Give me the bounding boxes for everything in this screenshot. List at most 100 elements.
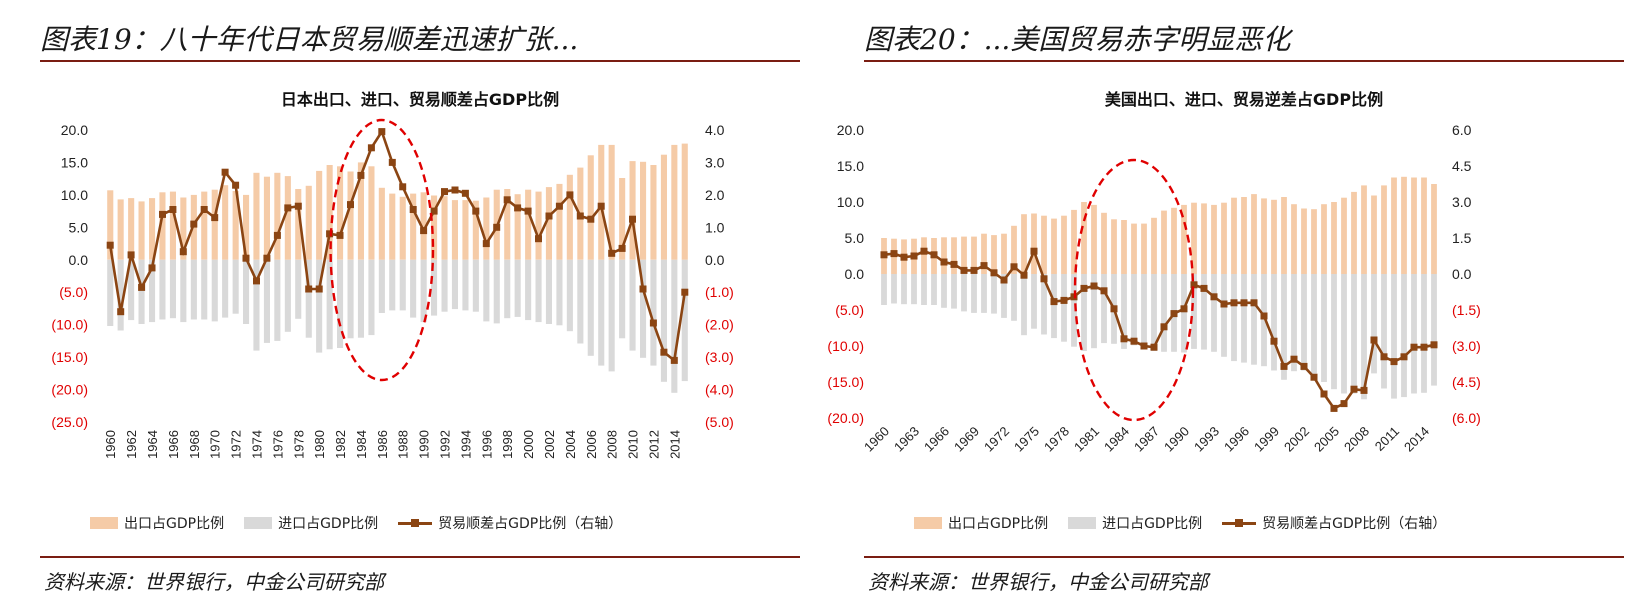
balance-point <box>576 212 584 220</box>
x-axis-tick-label: 2014 <box>1401 424 1432 455</box>
balance-point <box>461 189 469 197</box>
export-bar <box>211 189 218 260</box>
export-bar <box>149 198 156 260</box>
balance-point <box>127 251 135 259</box>
left-axis-tick-label: 0.0 <box>69 252 89 268</box>
export-bar <box>1281 197 1287 274</box>
x-axis-tick-label: 1974 <box>250 430 265 459</box>
import-bar <box>431 259 438 316</box>
import-bar <box>1311 274 1317 374</box>
legend-label-import: 进口占GDP比例 <box>278 516 379 532</box>
import-bar <box>629 259 636 351</box>
x-axis-tick-label: 1966 <box>166 430 181 459</box>
export-bar <box>462 200 469 260</box>
balance-point <box>315 285 323 293</box>
import-bar <box>525 259 532 321</box>
balance-point <box>1180 305 1188 313</box>
import-bar <box>1071 274 1077 347</box>
export-bar <box>107 190 114 260</box>
export-bar <box>1211 204 1217 274</box>
balance-point <box>284 204 292 212</box>
import-bar <box>169 259 176 319</box>
balance-point <box>388 158 396 166</box>
balance-point <box>399 183 407 191</box>
balance-point <box>1390 358 1398 366</box>
balance-point <box>1020 271 1028 279</box>
import-bar <box>577 259 584 344</box>
export-bar <box>138 201 145 260</box>
import-bar <box>1031 274 1037 329</box>
export-bar <box>305 185 312 260</box>
balance-point <box>649 319 657 327</box>
import-bar <box>243 259 250 324</box>
balance-point <box>950 260 958 268</box>
left-axis-tick-label: 5.0 <box>69 219 89 235</box>
x-axis-tick-label: 1978 <box>1041 424 1072 455</box>
balance-point <box>920 247 928 255</box>
title-divider <box>40 60 800 62</box>
balance-point <box>179 248 187 256</box>
left-axis-tick-label: 15.0 <box>837 158 864 174</box>
x-axis-tick-label: 1960 <box>861 424 892 455</box>
left-axis-tick-label: (20.0) <box>827 410 864 426</box>
left-axis-tick-label: (20.0) <box>51 382 88 398</box>
balance-point <box>1060 296 1068 304</box>
source-note: 资料来源：世界银行，中金公司研究部 <box>868 570 1208 594</box>
import-bar <box>420 259 427 323</box>
left-axis-tick-label: 0.0 <box>845 266 865 282</box>
balance-point <box>1110 305 1118 313</box>
x-axis-tick-label: 1976 <box>270 430 285 459</box>
annotation-ellipse <box>329 118 435 382</box>
right-axis-tick-label: (4.0) <box>705 382 734 398</box>
annotation-ellipse <box>1073 158 1195 422</box>
import-bar <box>222 259 229 318</box>
legend-label-import: 进口占GDP比例 <box>1102 516 1203 532</box>
import-bar <box>1381 274 1387 389</box>
right-axis-tick-label: 0.0 <box>705 252 725 268</box>
export-bar <box>1341 197 1347 274</box>
left-axis-tick-label: (5.0) <box>835 302 864 318</box>
import-bar <box>1351 274 1357 394</box>
balance-point <box>211 214 219 222</box>
import-bar <box>587 259 594 356</box>
balance-point <box>1360 386 1368 394</box>
export-bar <box>472 200 479 260</box>
balance-point <box>1340 400 1348 408</box>
import-bar <box>159 259 166 320</box>
import-bar <box>1321 274 1327 382</box>
x-axis-tick-label: 1987 <box>1131 424 1162 455</box>
x-axis-tick-label: 1990 <box>1161 424 1192 455</box>
legend-item-export: 出口占GDP比例 <box>90 513 224 533</box>
x-axis-tick-label: 1986 <box>375 430 390 459</box>
import-bar <box>347 259 354 339</box>
import-bar <box>316 259 323 353</box>
balance-point <box>1120 335 1128 343</box>
export-bar <box>337 166 344 260</box>
chart-title: 日本出口、进口、贸易顺差占GDP比例 <box>280 90 560 109</box>
left-axis-tick-label: (5.0) <box>59 284 88 300</box>
import-bar <box>1401 274 1407 398</box>
export-bar <box>1331 202 1337 274</box>
balance-point <box>1150 343 1158 351</box>
import-bar <box>1431 274 1437 386</box>
import-bar <box>881 274 887 305</box>
balance-point <box>545 212 553 220</box>
export-bar <box>1051 218 1057 274</box>
balance-point <box>1000 276 1008 284</box>
x-axis-tick-label: 1966 <box>921 424 952 455</box>
import-bar <box>971 274 977 313</box>
balance-point <box>1200 284 1208 292</box>
import-bar <box>1361 274 1367 400</box>
right-axis-tick-label: (3.0) <box>1452 338 1481 354</box>
export-bar <box>608 144 615 260</box>
x-axis-tick-label: 2010 <box>626 430 641 459</box>
export-bar <box>556 183 563 260</box>
balance-point <box>451 186 459 194</box>
export-bar <box>1151 217 1157 274</box>
export-bar <box>671 144 678 260</box>
balance-point <box>980 262 988 270</box>
import-bar <box>378 259 385 313</box>
balance-point <box>990 269 998 277</box>
legend-item-import: 进口占GDP比例 <box>244 513 378 533</box>
balance-point <box>1130 337 1138 345</box>
